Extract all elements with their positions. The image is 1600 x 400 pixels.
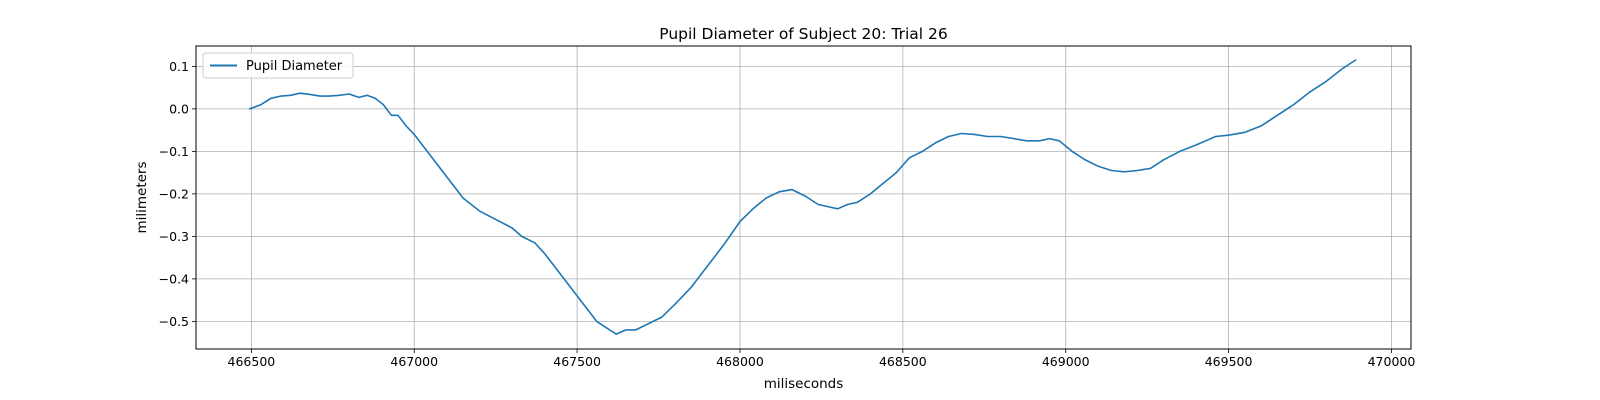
plot-frame xyxy=(195,45,1412,350)
y-tick-label: −0.2 xyxy=(159,186,189,201)
x-tick-label: 468000 xyxy=(716,354,764,369)
x-tick-label: 469500 xyxy=(1205,354,1253,369)
x-tick-label: 469000 xyxy=(1042,354,1090,369)
x-axis-label: miliseconds xyxy=(764,376,844,392)
y-tick-label: −0.3 xyxy=(159,229,189,244)
x-axis-ticks: 466500 467000 467500 468000 468500 469000 4695… xyxy=(228,349,1416,369)
grid-layer xyxy=(196,46,1411,349)
x-tick-label: 466500 xyxy=(228,354,276,369)
x-tick-label: 467500 xyxy=(553,354,601,369)
y-axis-label: milimeters xyxy=(134,161,150,233)
y-tick-label: 0.1 xyxy=(169,59,189,74)
chart-title: Pupil Diameter of Subject 20: Trial 26 xyxy=(659,25,948,43)
series-line-pupil-diameter xyxy=(248,59,1357,335)
x-tick-label: 470000 xyxy=(1368,354,1416,369)
y-tick-label: −0.4 xyxy=(159,271,189,286)
x-tick-label: 467000 xyxy=(390,354,438,369)
legend-entry-pupil-diameter: Pupil Diameter xyxy=(246,59,343,74)
y-tick-label: −0.5 xyxy=(159,314,189,329)
series-layer xyxy=(248,59,1357,335)
x-tick-label: 468500 xyxy=(879,354,927,369)
y-tick-label: 0.0 xyxy=(169,101,189,116)
y-tick-label: −0.1 xyxy=(159,144,189,159)
legend: Pupil Diameter xyxy=(202,52,354,79)
legend-box xyxy=(202,52,354,79)
y-axis-ticks: 0.1 0.0 −0.1 −0.2 −0.3 −0.4 −0.5 xyxy=(159,59,196,329)
